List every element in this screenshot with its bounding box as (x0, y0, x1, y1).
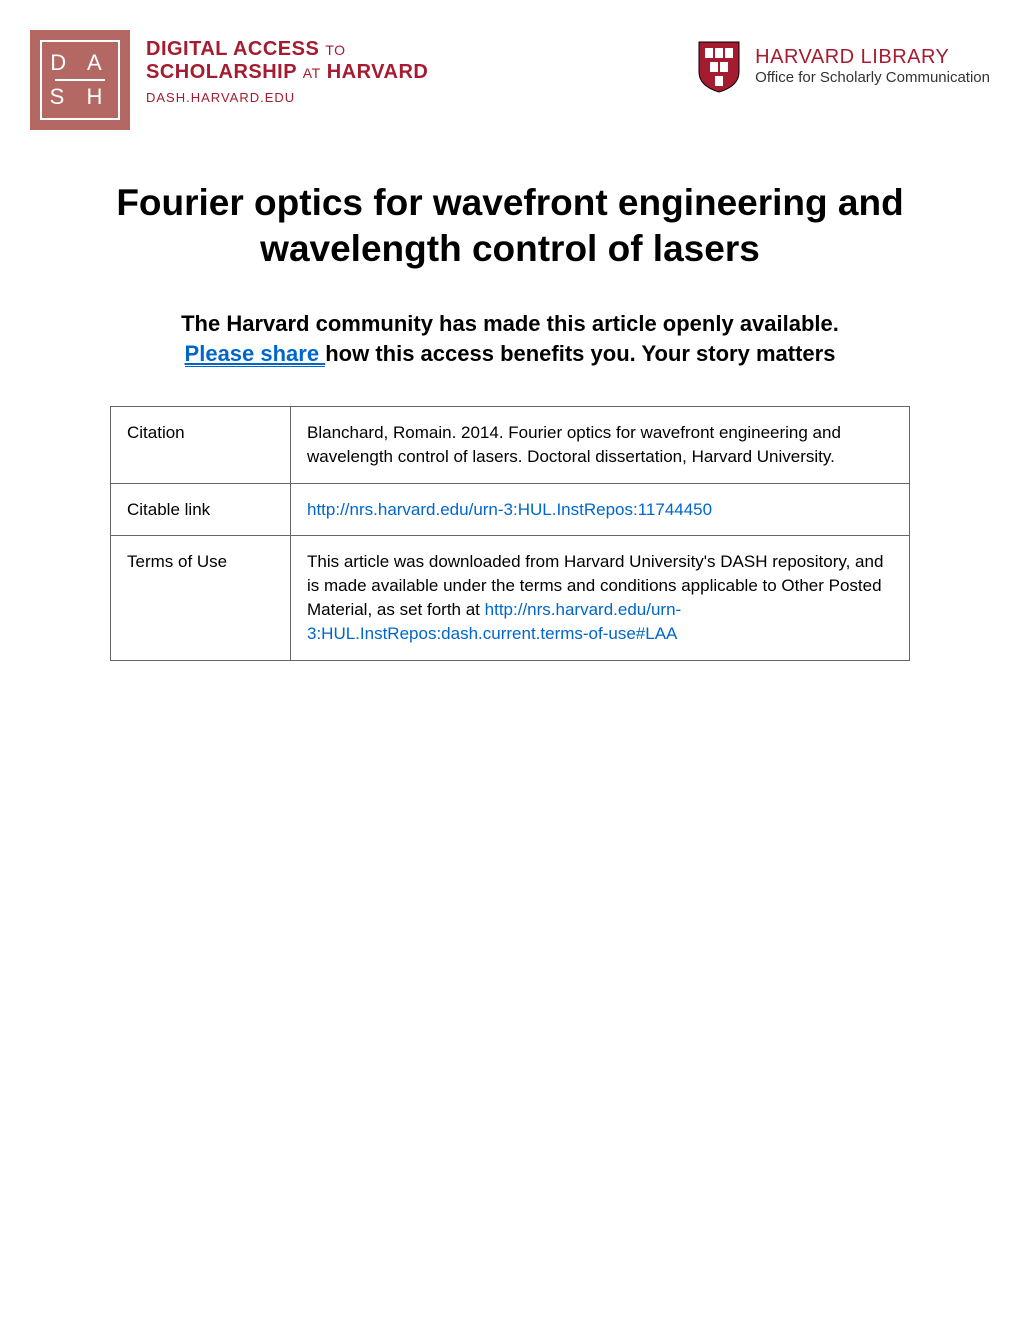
table-row: Terms of Use This article was downloaded… (111, 536, 910, 660)
dash-text-line2: SCHOLARSHIP AT HARVARD (146, 61, 428, 84)
citation-label: Citation (111, 407, 291, 484)
harvard-office-label: Office for Scholarly Communication (755, 69, 990, 86)
dash-branding: D A S H DIGITAL ACCESS TO SCHOLARSHIP AT… (30, 30, 428, 130)
dash-logo: D A S H (30, 30, 130, 130)
page-header: D A S H DIGITAL ACCESS TO SCHOLARSHIP AT… (30, 30, 990, 130)
table-row: Citable link http://nrs.harvard.edu/urn-… (111, 483, 910, 536)
dash-logo-inner: D A S H (40, 40, 120, 120)
terms-value: This article was downloaded from Harvard… (291, 536, 910, 660)
harvard-text: HARVARD LIBRARY Office for Scholarly Com… (755, 46, 990, 86)
subtitle-part2: how this access benefits you. Your story… (325, 341, 835, 366)
dash-logo-bottom: S H (50, 84, 111, 110)
dash-url: DASH.HARVARD.EDU (146, 90, 428, 105)
page-title: Fourier optics for wavefront engineering… (30, 180, 990, 273)
share-link[interactable]: Please share (185, 341, 326, 367)
dash-text-line1: DIGITAL ACCESS TO (146, 38, 428, 61)
harvard-library-label: HARVARD LIBRARY (755, 46, 990, 69)
harvard-shield-icon (695, 38, 743, 94)
info-table: Citation Blanchard, Romain. 2014. Fourie… (110, 406, 910, 661)
dash-text: DIGITAL ACCESS TO SCHOLARSHIP AT HARVARD… (146, 30, 428, 105)
citable-link[interactable]: http://nrs.harvard.edu/urn-3:HUL.InstRep… (307, 500, 712, 519)
subtitle: The Harvard community has made this arti… (30, 309, 990, 371)
dash-logo-top: D A (50, 50, 109, 76)
table-row: Citation Blanchard, Romain. 2014. Fourie… (111, 407, 910, 484)
harvard-branding: HARVARD LIBRARY Office for Scholarly Com… (695, 30, 990, 94)
dash-logo-divider (55, 79, 105, 81)
citation-value: Blanchard, Romain. 2014. Fourier optics … (291, 407, 910, 484)
subtitle-part1: The Harvard community has made this arti… (181, 311, 839, 336)
terms-label: Terms of Use (111, 536, 291, 660)
citable-link-value: http://nrs.harvard.edu/urn-3:HUL.InstRep… (291, 483, 910, 536)
citable-link-label: Citable link (111, 483, 291, 536)
